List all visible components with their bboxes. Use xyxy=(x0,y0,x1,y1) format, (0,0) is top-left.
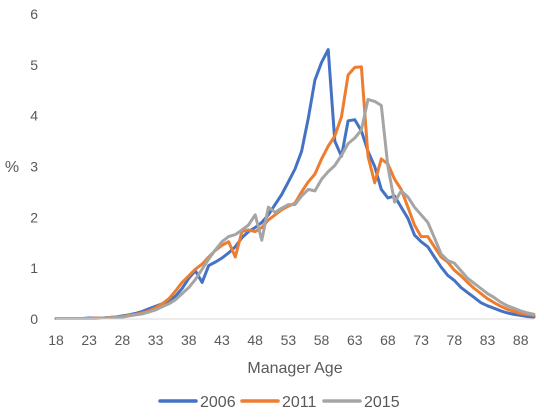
x-tick-label: 18 xyxy=(48,332,64,348)
y-tick-label: 1 xyxy=(30,260,38,276)
y-tick-label: 2 xyxy=(30,209,38,225)
x-axis-title: Manager Age xyxy=(247,360,342,377)
series-layer xyxy=(54,48,536,320)
x-tick-label: 23 xyxy=(81,332,97,348)
y-tick-label: 3 xyxy=(30,159,38,175)
legend-label-2015: 2015 xyxy=(364,394,400,411)
x-tick-label: 53 xyxy=(281,332,297,348)
x-tick-label: 88 xyxy=(513,332,529,348)
x-tick-label: 38 xyxy=(181,332,197,348)
legend-label-2011: 2011 xyxy=(282,394,317,411)
series-line-2015 xyxy=(54,97,536,320)
x-tick-label: 73 xyxy=(413,332,429,348)
legend-label-2006: 2006 xyxy=(200,394,236,411)
x-tick-label: 58 xyxy=(314,332,330,348)
x-tick-label: 78 xyxy=(447,332,463,348)
x-tick-label: 63 xyxy=(347,332,363,348)
y-tick-label: 4 xyxy=(30,108,38,124)
series-line-2011 xyxy=(54,65,536,320)
x-tick-label: 68 xyxy=(380,332,396,348)
x-tick-label: 33 xyxy=(148,332,164,348)
x-tick-label: 28 xyxy=(115,332,131,348)
y-tick-label: 6 xyxy=(30,6,38,22)
x-tick-label: 48 xyxy=(247,332,263,348)
legend: 2006 2011 2015 xyxy=(158,394,400,411)
x-tick-label: 83 xyxy=(480,332,496,348)
y-tick-label: 5 xyxy=(30,57,38,73)
y-tick-label: 0 xyxy=(30,311,38,327)
y-axis-title: % xyxy=(5,159,19,176)
x-tick-label: 43 xyxy=(214,332,230,348)
